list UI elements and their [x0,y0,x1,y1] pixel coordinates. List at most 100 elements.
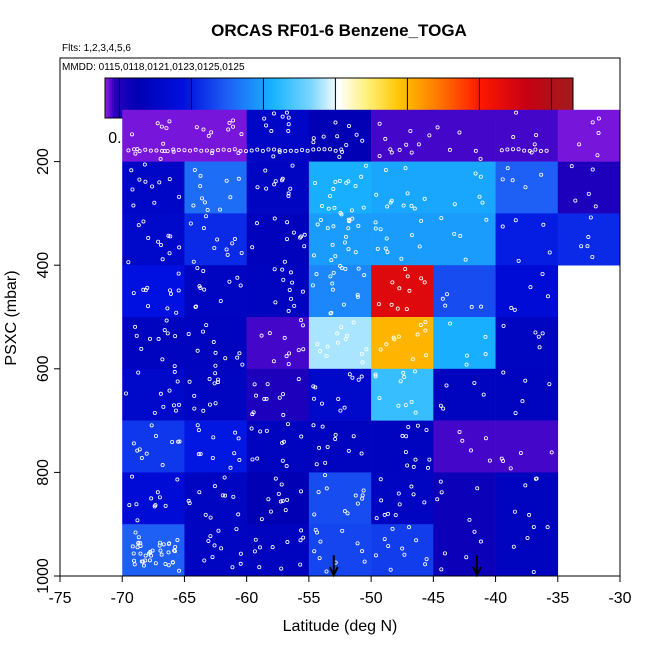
observation-marker [155,490,160,495]
observation-marker [142,162,147,167]
observation-marker [130,474,135,479]
observation-marker [201,268,206,273]
heatmap-cell [495,317,559,370]
observation-marker [537,345,542,350]
observation-marker [383,246,388,251]
observation-marker [282,335,287,340]
observation-marker [475,486,480,491]
observation-marker [460,438,465,443]
observation-marker [298,489,303,494]
observation-marker [143,147,148,152]
heatmap-cell [184,265,247,318]
observation-marker [423,320,428,325]
observation-marker [280,114,285,119]
observation-marker [300,289,305,294]
y-tick-label: 800 [35,459,52,486]
heatmap-cell [495,265,559,318]
observation-marker [199,148,204,153]
observation-marker [320,204,325,209]
observation-marker [397,502,402,507]
observation-marker [279,566,284,571]
observation-marker [333,120,338,125]
observation-marker [345,333,350,338]
observation-marker [595,153,600,158]
observation-marker [457,130,462,135]
observation-marker [186,331,191,336]
observation-marker [149,496,154,501]
observation-marker [447,147,452,152]
observation-marker [227,148,232,153]
observation-marker [291,230,296,235]
observation-marker [336,396,341,401]
observation-marker [511,135,516,140]
observation-marker [419,276,424,281]
observation-marker [525,535,530,540]
observation-marker [160,257,165,262]
observation-marker [152,504,157,509]
observation-marker [195,266,200,271]
observation-marker [187,379,192,384]
observation-marker [359,351,364,356]
observation-marker [338,408,343,413]
observation-marker [378,477,383,482]
observation-marker [299,318,304,323]
observation-marker [286,122,291,127]
observation-marker [342,240,347,245]
observation-marker [400,433,405,438]
heatmap-cell [495,420,559,473]
x-tick-label: -75 [48,590,71,607]
observation-marker [443,303,448,308]
heatmap-cell [308,368,372,421]
observation-marker [191,259,196,264]
observation-marker [579,244,584,249]
observation-marker [407,525,412,530]
observation-marker [171,149,176,154]
observation-marker [511,544,516,549]
observation-marker [538,149,543,154]
observation-marker [212,245,217,250]
observation-marker [478,174,483,179]
observation-marker [238,148,243,153]
observation-marker [164,126,169,131]
observation-marker [505,166,510,171]
observation-marker [197,284,202,289]
observation-marker [171,403,176,408]
observation-marker [464,362,469,367]
observation-marker [288,270,293,275]
observation-marker [395,306,400,311]
observation-marker [375,246,380,251]
observation-marker [328,147,333,152]
observation-marker [409,150,414,155]
heatmap-cell [495,109,559,162]
observation-marker [457,429,462,434]
observation-marker [166,233,171,238]
observation-marker [320,424,325,429]
arrows-layer [328,555,482,578]
heatmap-cell [433,420,496,473]
observation-marker [150,548,155,553]
observation-marker [409,203,414,208]
heatmap-cell [433,317,496,370]
observation-marker [590,167,595,172]
observation-marker [335,340,340,345]
observation-marker [343,337,348,342]
observation-marker [210,455,215,460]
observation-marker [311,384,316,389]
observation-marker [170,560,175,565]
observation-marker [213,350,218,355]
observation-marker [168,288,173,293]
observation-marker [386,511,391,516]
observation-marker [316,147,321,152]
observation-marker [484,217,489,222]
observation-marker [254,221,259,226]
observation-marker [155,121,160,126]
observation-marker [206,538,211,543]
observation-marker [468,448,473,453]
observation-marker [143,179,148,184]
observation-marker [286,362,291,367]
observation-marker [549,450,554,455]
observation-marker [360,549,365,554]
observation-marker [186,498,191,503]
observation-marker [483,334,488,339]
